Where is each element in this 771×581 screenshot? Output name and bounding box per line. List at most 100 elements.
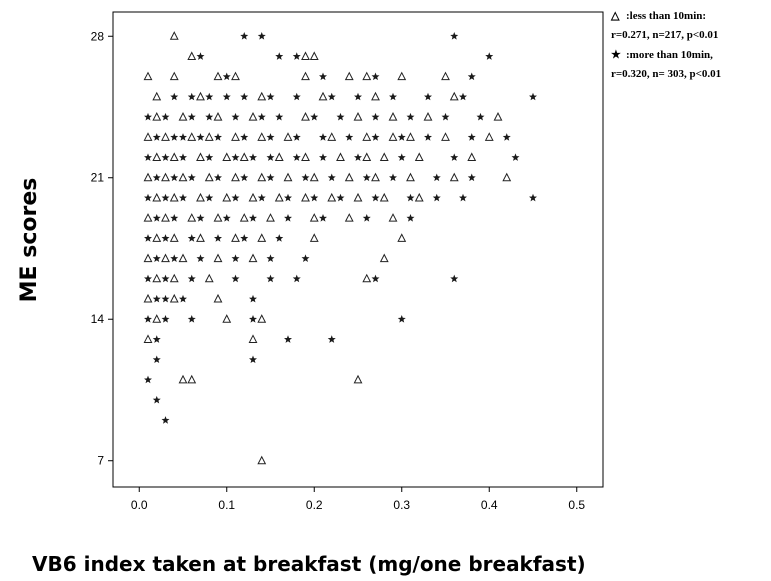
star-point [397,315,406,323]
triangle-point [178,253,188,263]
star-point [161,153,170,161]
triangle-point [143,293,153,303]
star-point [179,294,187,303]
star-point [389,92,397,101]
triangle-point [152,152,162,162]
star-point [292,153,301,161]
star-point [187,234,196,242]
star-point [187,92,196,101]
triangle-point [257,233,267,242]
star-point [354,92,362,101]
triangle-point [196,91,205,101]
star-point [214,133,222,141]
triangle-point [239,152,249,162]
legend-label-1a: :less than 10min: [626,10,706,22]
star-point [406,213,415,222]
star-point [170,213,179,222]
triangle-point [379,152,389,162]
star-point [170,92,179,101]
star-point [152,133,161,141]
star-point [152,395,161,404]
star-point [249,294,257,303]
star-point [240,32,249,40]
star-point [144,375,152,384]
star-point [502,133,511,141]
star-point [467,173,476,182]
triangle-point [397,71,407,81]
star-point [371,72,380,81]
star-point [275,234,284,242]
triangle-point [406,172,415,182]
triangle-point [344,71,354,81]
plot-frame [112,11,604,488]
triangle-point [362,71,372,81]
triangle-point [248,192,258,202]
y-tick-label: 28 [91,29,105,43]
triangle-point [301,71,310,81]
star-point [284,335,292,343]
triangle-point [371,91,380,101]
star-point [266,254,275,262]
star-point [450,153,459,161]
star-point [161,416,170,424]
star-point [511,153,520,161]
triangle-point [449,91,459,101]
triangle-point [379,253,389,263]
star-point [152,355,161,364]
star-point [319,153,327,161]
triangle-point [231,172,240,182]
triangle-point [336,152,345,162]
triangle-point [204,132,214,141]
star-point [214,173,222,182]
triangle-point [222,314,232,323]
triangle-point [152,314,162,323]
triangle-point [143,172,153,182]
star-point [319,213,327,222]
star-point [240,133,249,141]
triangle-point [196,233,205,242]
triangle-point [257,172,267,182]
triangle-point [178,172,188,182]
triangle-point [388,132,398,141]
star-point [450,274,459,283]
triangle-point [196,152,205,162]
star-point [187,112,196,121]
triangle-point [161,253,170,263]
triangle-point [178,374,188,384]
y-tick-label: 21 [91,171,105,185]
triangle-point [344,213,354,222]
star-point [222,92,231,101]
triangle-point [257,132,267,141]
legend: △ :less than 10min: r=0.271, n=217, p<0.… [610,10,721,80]
star-point [179,153,187,161]
triangle-point [187,374,197,384]
triangle-point [309,213,319,222]
triangle-point [169,192,179,202]
star-point [275,112,284,121]
legend-label-2b: r=0.320, n= 303, p<0.01 [611,68,721,80]
triangle-point [161,213,170,222]
star-point [266,153,275,161]
star-point [214,234,222,242]
triangle-point [231,71,240,81]
legend-label-2a: :more than 10min, [626,49,713,61]
star-point [240,234,249,242]
triangle-point [371,172,380,182]
star-point [432,173,441,182]
star-point [336,193,345,202]
star-point [144,112,152,121]
star-point [266,133,275,141]
triangle-point [406,132,415,141]
triangle-point [484,132,494,141]
y-tick-label: 7 [97,454,104,468]
star-point [161,112,170,121]
triangle-point [152,233,162,242]
star-point [196,133,205,141]
star-point [240,173,249,182]
star-point [450,32,459,40]
star-point [144,193,152,202]
star-point [284,213,292,222]
triangle-point [309,51,319,60]
x-axis-title: VB6 index taken at breakfast (mg/one bre… [32,552,586,576]
